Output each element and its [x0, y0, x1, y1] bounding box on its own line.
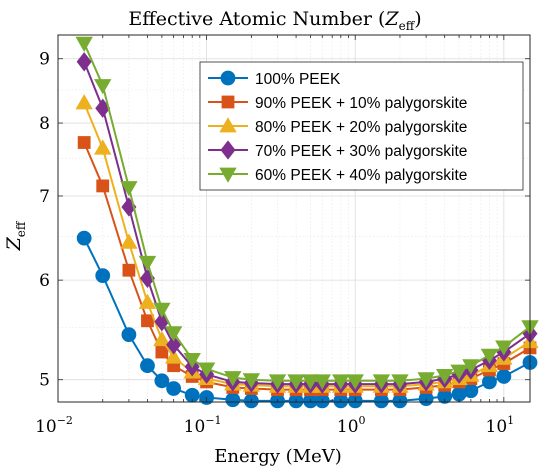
x-tick-label: 100 [337, 414, 366, 437]
legend-label: 90% PEEK + 10% palygorskite [255, 95, 467, 112]
legend-marker [220, 140, 236, 160]
data-point [77, 136, 91, 149]
data-point [417, 372, 435, 388]
data-point [462, 359, 480, 375]
series-1 [76, 230, 538, 409]
legend-marker [219, 117, 237, 133]
data-point [153, 302, 171, 318]
data-point [287, 374, 305, 390]
data-point [138, 255, 157, 272]
data-point [346, 374, 364, 390]
data-point [197, 362, 216, 378]
data-point [166, 381, 182, 396]
data-point [121, 327, 137, 343]
y-tick-label: 7 [39, 187, 50, 207]
data-point [496, 369, 512, 384]
data-point [301, 374, 320, 390]
data-point [94, 79, 112, 95]
legend-marker [220, 70, 236, 86]
data-point [332, 374, 350, 390]
data-point [155, 345, 169, 359]
x-tick-label: 10−2 [35, 414, 73, 437]
data-point [391, 374, 409, 390]
legend-box [199, 61, 524, 191]
data-point [436, 368, 454, 385]
legend-label: 100% PEEK [255, 71, 341, 88]
legend-entry: 60% PEEK + 40% palygorskite [208, 167, 467, 184]
series-layer [75, 36, 539, 409]
data-point [164, 348, 183, 364]
data-point [183, 352, 201, 369]
data-point [153, 330, 171, 347]
legend-label: 80% PEEK + 20% palygorskite [255, 119, 467, 136]
data-point [450, 364, 468, 380]
legend-marker [221, 95, 235, 109]
data-point [242, 373, 261, 389]
legend-label: 70% PEEK + 30% palygorskite [255, 143, 467, 160]
y-tick-label: 9 [39, 50, 50, 70]
y-axis-label: Zeff [3, 220, 28, 251]
data-point [75, 94, 93, 110]
legend-entry: 100% PEEK [208, 70, 341, 88]
data-point [480, 348, 499, 364]
data-point [166, 335, 182, 355]
tick-labels: 10−2 10−1 100 101 5 6 7 8 9 [35, 50, 514, 437]
legend: 100% PEEK 90% PEEK + 10% palygorskite 80% … [199, 61, 524, 191]
data-point [122, 263, 136, 277]
data-point [482, 374, 497, 390]
x-axis-label: Energy (MeV) [214, 446, 342, 467]
data-point [495, 340, 513, 356]
data-point [313, 374, 331, 390]
data-point [94, 139, 112, 155]
legend-marker [219, 167, 237, 183]
data-point [224, 371, 242, 387]
data-point [140, 358, 155, 374]
data-point [76, 230, 92, 246]
chart-title: Effective Atomic Number (Zeff) [128, 8, 421, 33]
series-5 [75, 36, 539, 390]
data-point [225, 392, 241, 408]
data-point [95, 268, 111, 284]
plot-frame [57, 34, 531, 403]
data-point [138, 293, 157, 309]
legend-entry: 80% PEEK + 20% palygorskite [208, 117, 467, 136]
data-point [154, 373, 170, 389]
legend-entry: 70% PEEK + 30% palygorskite [208, 140, 467, 160]
data-point [75, 36, 93, 53]
x-tick-label: 101 [486, 414, 515, 437]
y-tick-label: 5 [39, 371, 50, 391]
ticks [57, 35, 530, 402]
x-tick-label: 10−1 [184, 414, 222, 437]
data-point [96, 179, 110, 193]
legend-label: 60% PEEK + 40% palygorskite [255, 167, 467, 184]
data-point [120, 233, 138, 249]
legend-entry: 90% PEEK + 10% palygorskite [208, 95, 467, 112]
data-point [164, 326, 183, 342]
y-tick-label: 6 [39, 271, 50, 291]
y-tick-label: 8 [39, 114, 50, 134]
data-point [372, 374, 391, 390]
data-point [76, 52, 92, 72]
data-point [141, 314, 154, 328]
data-point [463, 383, 479, 399]
data-point [268, 374, 287, 390]
data-point [120, 181, 138, 197]
